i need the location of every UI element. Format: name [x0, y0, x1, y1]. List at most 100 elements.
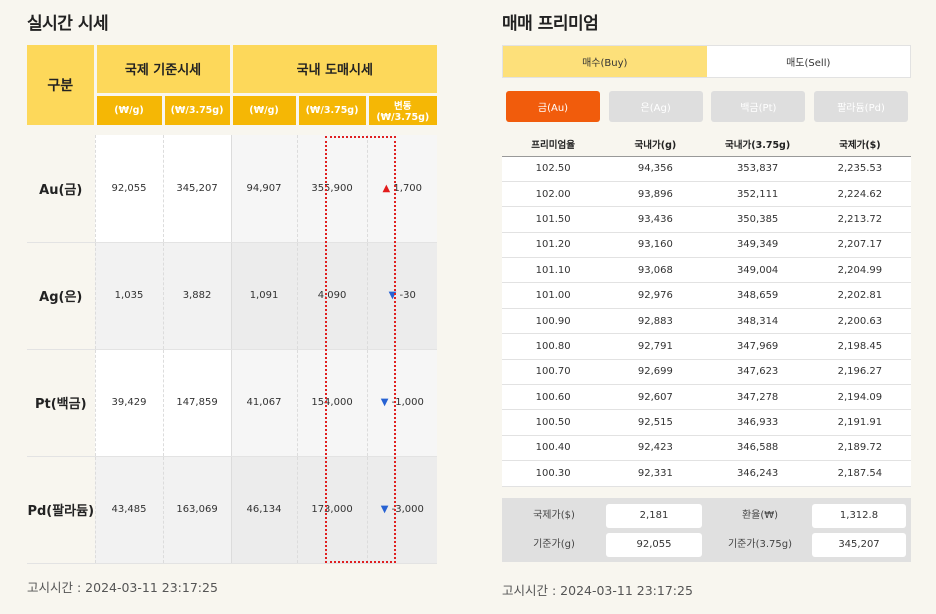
fx-rate-value: 1,312.8 — [812, 504, 906, 528]
table-row: 102.00 93,896 352,111 2,224.62 — [502, 181, 911, 208]
metal-name: Ag(은) — [27, 242, 95, 350]
table-row: Au(금) 92,055 345,207 94,907 355,900 ▲ 1,… — [27, 135, 438, 243]
metal-button-platinum[interactable]: 백금(Pt) — [711, 91, 806, 122]
intl-price-label: 국제가($) — [533, 510, 575, 521]
down-arrow-icon: ▼ — [380, 504, 389, 515]
premium-rate: 100.70 — [502, 359, 605, 386]
intl-price-usd: 2,194.09 — [808, 384, 911, 411]
domestic-price-375: 353,837 — [706, 156, 809, 182]
domestic-price-g: 92,423 — [604, 435, 707, 462]
fx-rate-label: 환율(₩) — [741, 510, 779, 521]
metal-name: Pt(백금) — [27, 349, 95, 457]
domestic-price-375: 349,004 — [706, 257, 809, 284]
tab-buy[interactable]: 매수(Buy) — [503, 46, 707, 77]
realtime-title: 실시간 시세 — [27, 14, 109, 34]
col-premium-rate: 프리미엄율 — [502, 133, 605, 157]
base-price-375-label: 기준가(3.75g) — [727, 539, 793, 550]
change-value: 1,700 — [393, 182, 423, 194]
premium-panel: 매매 프리미엄 매수(Buy) 매도(Sell) 금(Au) 은(Ag) 백금(… — [502, 0, 912, 614]
premium-rate: 102.50 — [502, 156, 605, 182]
base-price-g-label: 기준가(g) — [533, 539, 575, 550]
buy-sell-tabs: 매수(Buy) 매도(Sell) — [502, 45, 911, 78]
dom-price-375: 4,090 — [296, 242, 368, 350]
header-col-dom-375: (₩/3.75g) — [295, 92, 368, 125]
base-price-info: 국제가($) 2,181 환율(₩) 1,312.8 기준가(g) 92,055… — [502, 498, 911, 562]
down-arrow-icon: ▼ — [388, 290, 397, 301]
change-value: -3,000 — [391, 504, 424, 515]
domestic-price-375: 348,314 — [706, 308, 809, 335]
col-intl-usd: 국제가($) — [808, 133, 911, 157]
domestic-price-375: 347,969 — [706, 333, 809, 360]
col-domestic-g: 국내가(g) — [604, 133, 707, 157]
intl-price-usd: 2,198.45 — [808, 333, 911, 360]
metal-selector: 금(Au) 은(Ag) 백금(Pt) 팔라듐(Pd) — [506, 91, 908, 122]
premium-rate: 100.80 — [502, 333, 605, 360]
premium-rate: 101.10 — [502, 257, 605, 284]
header-col-intl-g: (₩/g) — [93, 92, 163, 125]
intl-price-usd: 2,200.63 — [808, 308, 911, 335]
intl-price-usd: 2,224.62 — [808, 181, 911, 208]
intl-price-g: 39,429 — [94, 349, 163, 457]
intl-price-usd: 2,202.81 — [808, 282, 911, 309]
intl-price-usd: 2,207.17 — [808, 232, 911, 259]
domestic-price-375: 346,243 — [706, 460, 809, 487]
dom-price-g: 94,907 — [230, 135, 298, 243]
domestic-price-375: 346,933 — [706, 409, 809, 436]
dom-price-375: 173,000 — [296, 456, 368, 564]
intl-price-usd: 2,189.72 — [808, 435, 911, 462]
intl-price-usd: 2,235.53 — [808, 156, 911, 182]
change-value: -30 — [399, 290, 416, 301]
table-row: 101.00 92,976 348,659 2,202.81 — [502, 282, 911, 309]
domestic-price-g: 93,160 — [604, 232, 707, 259]
premium-rate: 100.50 — [502, 409, 605, 436]
header-gubun: 구분 — [27, 45, 95, 125]
metal-button-silver[interactable]: 은(Ag) — [608, 91, 703, 122]
premium-rate: 100.90 — [502, 308, 605, 335]
table-row: 100.60 92,607 347,278 2,194.09 — [502, 384, 911, 411]
metal-name: Au(금) — [27, 135, 95, 243]
price-change: ▲ 1,700 — [366, 135, 438, 243]
intl-price-usd: 2,204.99 — [808, 257, 911, 284]
col-domestic-375: 국내가(3.75g) — [706, 133, 809, 157]
metal-button-palladium[interactable]: 팔라듐(Pd) — [813, 91, 908, 122]
table-row: 101.20 93,160 349,349 2,207.17 — [502, 232, 911, 259]
table-row: 100.70 92,699 347,623 2,196.27 — [502, 359, 911, 386]
domestic-price-375: 350,385 — [706, 206, 809, 233]
header-col-dom-g: (₩/g) — [229, 92, 298, 125]
premium-rate: 102.00 — [502, 181, 605, 208]
domestic-price-g: 92,883 — [604, 308, 707, 335]
premium-rate: 101.20 — [502, 232, 605, 259]
table-row: 100.90 92,883 348,314 2,200.63 — [502, 308, 911, 335]
premium-rate: 100.40 — [502, 435, 605, 462]
price-change: ▼ -30 — [366, 242, 438, 350]
domestic-price-g: 92,699 — [604, 359, 707, 386]
domestic-price-g: 92,791 — [604, 333, 707, 360]
table-row: 100.30 92,331 346,243 2,187.54 — [502, 460, 911, 487]
domestic-price-375: 349,349 — [706, 232, 809, 259]
metal-button-gold[interactable]: 금(Au) — [506, 91, 600, 122]
table-row: 102.50 94,356 353,837 2,235.53 — [502, 156, 911, 182]
down-arrow-icon: ▼ — [380, 397, 389, 408]
header-intl-group: 국제 기준시세 — [93, 45, 232, 94]
premium-rate: 100.60 — [502, 384, 605, 411]
dom-price-375: 355,900 — [296, 135, 368, 243]
price-change: ▼ -3,000 — [366, 456, 438, 564]
premium-rate: 101.50 — [502, 206, 605, 233]
domestic-price-g: 93,068 — [604, 257, 707, 284]
intl-price-g: 1,035 — [94, 242, 163, 350]
header-col-intl-375: (₩/3.75g) — [161, 92, 232, 125]
intl-price-g: 92,055 — [94, 135, 163, 243]
domestic-price-g: 92,976 — [604, 282, 707, 309]
domestic-price-g: 93,896 — [604, 181, 707, 208]
domestic-price-375: 352,111 — [706, 181, 809, 208]
table-row: Ag(은) 1,035 3,882 1,091 4,090 ▼ -30 — [27, 242, 438, 350]
dom-price-g: 41,067 — [230, 349, 298, 457]
header-col-change: 변동(₩/3.75g) — [365, 92, 438, 125]
domestic-price-g: 92,515 — [604, 409, 707, 436]
intl-price-375: 345,207 — [162, 135, 232, 243]
domestic-price-g: 93,436 — [604, 206, 707, 233]
intl-price-g: 43,485 — [94, 456, 163, 564]
domestic-price-g: 92,607 — [604, 384, 707, 411]
tab-sell[interactable]: 매도(Sell) — [706, 46, 910, 77]
domestic-price-375: 346,588 — [706, 435, 809, 462]
